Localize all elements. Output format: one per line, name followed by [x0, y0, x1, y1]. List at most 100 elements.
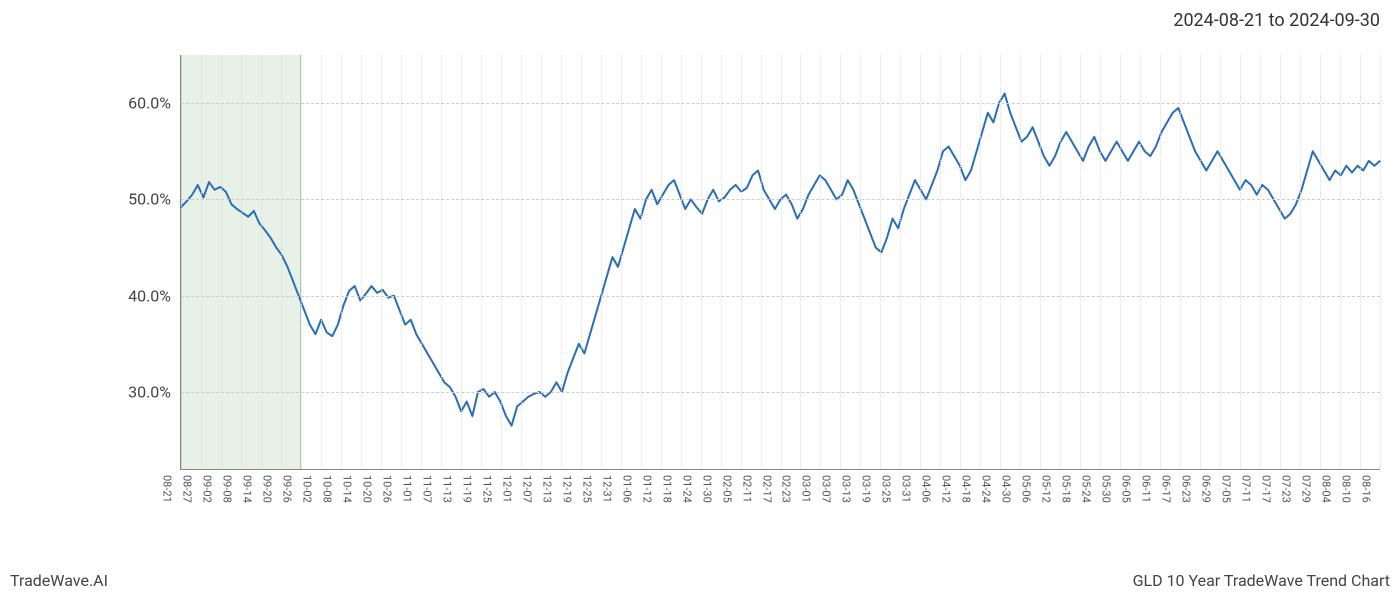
y-tick-label: 30.0% [128, 382, 171, 401]
x-gridline [980, 55, 981, 469]
x-tick-label: 06-23 [1180, 475, 1193, 503]
x-tick-label: 11-01 [400, 475, 413, 503]
x-tick-label: 10-20 [360, 475, 373, 503]
x-tick-label: 03-25 [880, 475, 893, 503]
x-tick-label: 04-06 [920, 475, 933, 503]
x-gridline [461, 55, 462, 469]
x-gridline [721, 55, 722, 469]
x-gridline [581, 55, 582, 469]
x-tick-label: 12-19 [560, 475, 573, 503]
x-gridline [1000, 55, 1001, 469]
chart-title: GLD 10 Year TradeWave Trend Chart [1133, 571, 1390, 590]
x-gridline [1140, 55, 1141, 469]
x-gridline [1360, 55, 1361, 469]
x-gridline [1260, 55, 1261, 469]
x-gridline [1080, 55, 1081, 469]
x-gridline [1120, 55, 1121, 469]
x-gridline [421, 55, 422, 469]
x-tick-label: 07-29 [1300, 475, 1313, 503]
x-gridline [381, 55, 382, 469]
x-tick-label: 12-01 [500, 475, 513, 503]
x-tick-label: 04-18 [960, 475, 973, 503]
x-gridline [661, 55, 662, 469]
x-gridline [361, 55, 362, 469]
x-gridline [441, 55, 442, 469]
x-gridline [880, 55, 881, 469]
x-tick-label: 07-17 [1260, 475, 1273, 503]
x-tick-label: 11-19 [460, 475, 473, 503]
date-range-label: 2024-08-21 to 2024-09-30 [1173, 10, 1380, 31]
x-gridline [401, 55, 402, 469]
x-gridline [621, 55, 622, 469]
x-gridline [1300, 55, 1301, 469]
x-tick-label: 01-24 [680, 475, 693, 503]
x-tick-label: 07-05 [1220, 475, 1233, 503]
x-tick-label: 04-24 [980, 475, 993, 503]
x-tick-label: 12-25 [580, 475, 593, 503]
x-gridline [181, 55, 182, 469]
x-tick-label: 04-12 [940, 475, 953, 503]
x-gridline [541, 55, 542, 469]
x-tick-label: 05-24 [1080, 475, 1093, 503]
x-tick-label: 03-07 [820, 475, 833, 503]
x-gridline [920, 55, 921, 469]
x-tick-label: 02-05 [720, 475, 733, 503]
x-gridline [561, 55, 562, 469]
x-gridline [1380, 55, 1381, 469]
x-tick-label: 09-02 [201, 475, 214, 503]
x-gridline [1200, 55, 1201, 469]
x-gridline [820, 55, 821, 469]
x-tick-label: 07-11 [1240, 475, 1253, 503]
y-tick-label: 40.0% [128, 286, 171, 305]
x-tick-label: 03-19 [860, 475, 873, 503]
plot-area: 30.0%40.0%50.0%60.0%08-2108-2709-0209-08… [180, 55, 1380, 470]
x-gridline [201, 55, 202, 469]
x-gridline [601, 55, 602, 469]
x-gridline [241, 55, 242, 469]
x-gridline [1280, 55, 1281, 469]
x-tick-label: 12-07 [520, 475, 533, 503]
x-gridline [341, 55, 342, 469]
x-tick-label: 05-30 [1100, 475, 1113, 503]
x-tick-label: 07-23 [1280, 475, 1293, 503]
x-tick-label: 11-25 [480, 475, 493, 503]
x-tick-label: 03-01 [800, 475, 813, 503]
x-gridline [860, 55, 861, 469]
x-tick-label: 06-29 [1200, 475, 1213, 503]
x-tick-label: 01-18 [660, 475, 673, 503]
trend-chart: 30.0%40.0%50.0%60.0%08-2108-2709-0209-08… [80, 55, 1380, 540]
x-gridline [501, 55, 502, 469]
x-gridline [960, 55, 961, 469]
x-tick-label: 05-18 [1060, 475, 1073, 503]
x-tick-label: 12-31 [600, 475, 613, 503]
x-tick-label: 12-13 [540, 475, 553, 503]
x-gridline [1020, 55, 1021, 469]
x-gridline [900, 55, 901, 469]
x-gridline [781, 55, 782, 469]
x-tick-label: 10-26 [380, 475, 393, 503]
x-gridline [1040, 55, 1041, 469]
brand-label: TradeWave.AI [10, 571, 108, 590]
x-gridline [1340, 55, 1341, 469]
x-gridline [681, 55, 682, 469]
x-gridline [741, 55, 742, 469]
x-tick-label: 08-10 [1340, 475, 1353, 503]
x-gridline [1320, 55, 1321, 469]
x-gridline [321, 55, 322, 469]
x-gridline [1060, 55, 1061, 469]
x-gridline [1240, 55, 1241, 469]
x-gridline [301, 55, 302, 469]
x-tick-label: 03-13 [840, 475, 853, 503]
x-tick-label: 02-23 [780, 475, 793, 503]
x-tick-label: 08-04 [1320, 475, 1333, 503]
x-gridline [761, 55, 762, 469]
y-tick-label: 60.0% [128, 94, 171, 113]
x-gridline [800, 55, 801, 469]
x-tick-label: 09-14 [241, 475, 254, 503]
x-tick-label: 01-12 [640, 475, 653, 503]
x-gridline [1180, 55, 1181, 469]
x-tick-label: 10-02 [300, 475, 313, 503]
x-gridline [1100, 55, 1101, 469]
x-tick-label: 01-30 [700, 475, 713, 503]
x-gridline [1160, 55, 1161, 469]
